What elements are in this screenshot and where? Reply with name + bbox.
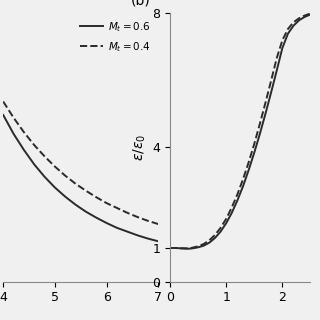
Line: $M_t = 0.6$: $M_t = 0.6$ — [3, 115, 158, 241]
$M_t = 0.6$ — [125, 230, 129, 234]
$M_t = 0.4$ — [156, 222, 160, 226]
Text: (b): (b) — [131, 0, 150, 7]
$M_t = 0.6$ — [115, 226, 119, 230]
$M_t = 0.6$ — [105, 221, 108, 225]
$M_t = 0.4$ — [22, 130, 26, 134]
$M_t = 0.6$ — [53, 186, 57, 189]
$M_t = 0.6$ — [74, 203, 77, 207]
$M_t = 0.6$ — [146, 237, 150, 241]
$M_t = 0.4$ — [74, 182, 77, 186]
$M_t = 0.6$ — [1, 113, 5, 117]
$M_t = 0.4$ — [146, 219, 150, 223]
$M_t = 0.4$ — [94, 195, 98, 199]
$M_t = 0.4$ — [105, 201, 108, 205]
$M_t = 0.6$ — [94, 216, 98, 220]
$M_t = 0.6$ — [136, 234, 140, 237]
Legend: $M_t = 0.6$, $M_t = 0.4$: $M_t = 0.6$, $M_t = 0.4$ — [78, 18, 153, 56]
$M_t = 0.4$ — [1, 100, 5, 103]
$M_t = 0.4$ — [63, 174, 67, 178]
Line: $M_t = 0.4$: $M_t = 0.4$ — [3, 101, 158, 224]
$M_t = 0.6$ — [12, 132, 15, 136]
$M_t = 0.4$ — [32, 143, 36, 147]
Y-axis label: $\epsilon/\epsilon_0$: $\epsilon/\epsilon_0$ — [132, 134, 148, 161]
$M_t = 0.4$ — [125, 211, 129, 215]
$M_t = 0.4$ — [53, 164, 57, 168]
$M_t = 0.4$ — [136, 215, 140, 219]
$M_t = 0.4$ — [84, 189, 88, 193]
$M_t = 0.4$ — [115, 206, 119, 210]
$M_t = 0.6$ — [84, 210, 88, 214]
$M_t = 0.4$ — [43, 155, 46, 158]
$M_t = 0.6$ — [63, 195, 67, 199]
$M_t = 0.6$ — [22, 148, 26, 152]
$M_t = 0.6$ — [32, 163, 36, 166]
$M_t = 0.4$ — [12, 116, 15, 120]
$M_t = 0.6$ — [156, 239, 160, 243]
$M_t = 0.6$ — [43, 175, 46, 179]
